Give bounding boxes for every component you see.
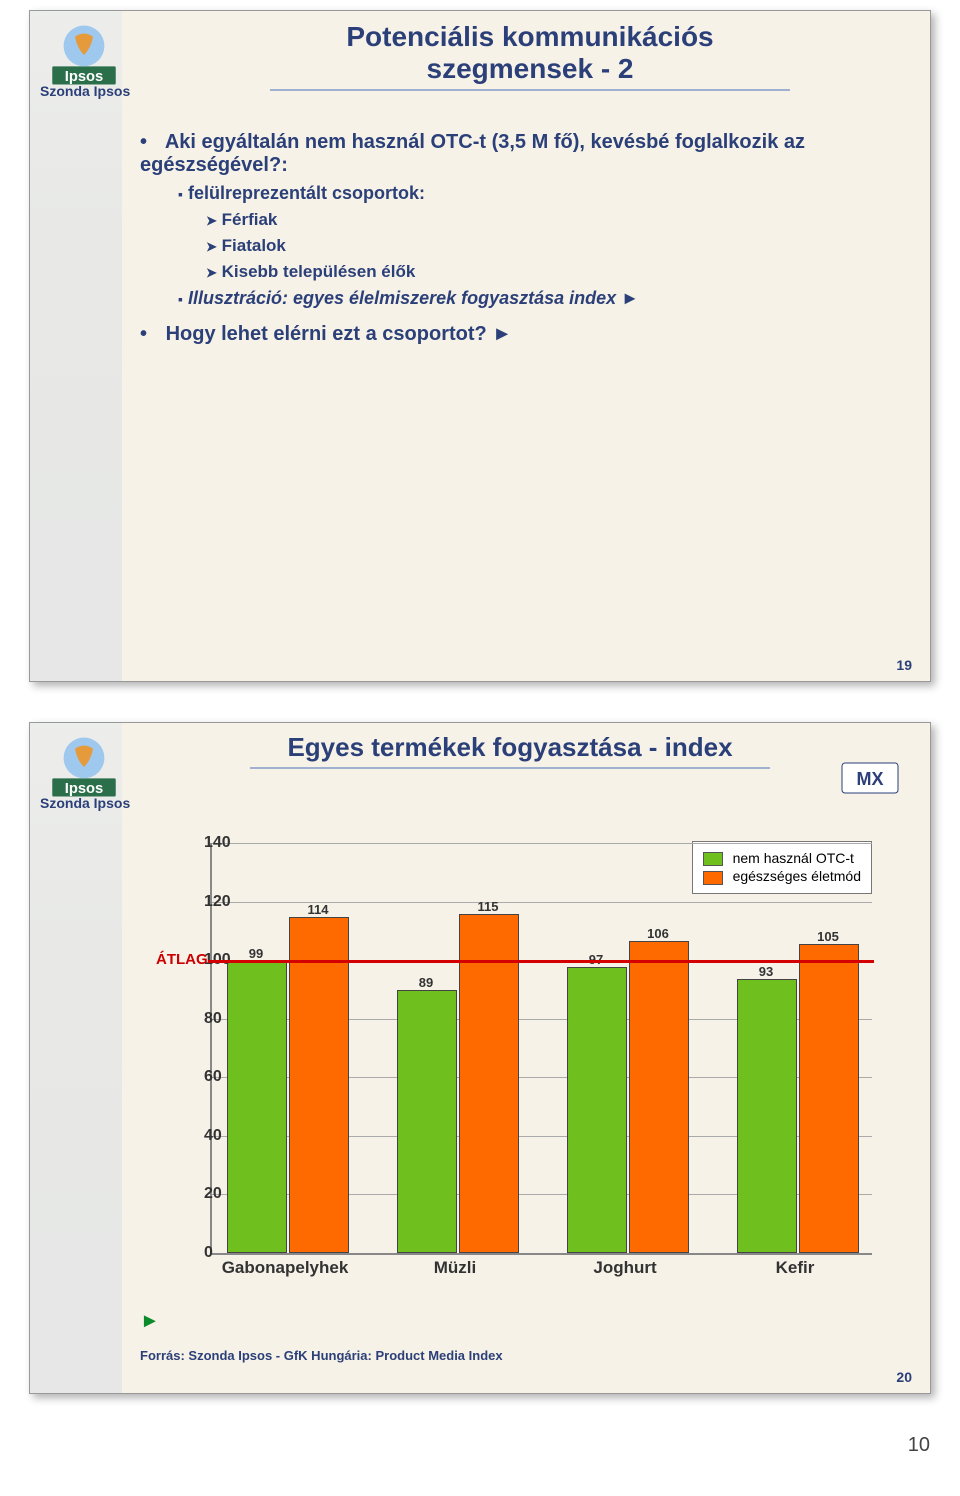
slide-number: 19 [896, 657, 912, 673]
bullet-main: • Aki egyáltalán nem használ OTC-t (3,5 … [140, 131, 900, 177]
chart-bar [799, 944, 859, 1254]
chart-bar [459, 914, 519, 1253]
bullet-main-text: Aki egyáltalán nem használ OTC-t (3,5 M … [140, 131, 805, 176]
bullet-block: • Aki egyáltalán nem használ OTC-t (3,5 … [140, 131, 900, 352]
legend-swatch-1 [703, 852, 723, 866]
bullet-q-text: Hogy lehet elérni ezt a csoportot? ► [166, 323, 513, 345]
title-line-1: Potenciális kommunikációs [270, 21, 790, 53]
chart-bar [289, 917, 349, 1253]
sub-intro-text: felülreprezentált csoportok: [188, 183, 425, 203]
sub-illus: ▪ Illusztráció: egyes élelmiszerek fogya… [178, 288, 900, 309]
mx-logo: MX [840, 757, 900, 805]
bar-value-label: 93 [759, 964, 773, 979]
chart-bar [227, 961, 287, 1253]
bullet-square-icon: • [140, 323, 160, 346]
chart-bar [567, 967, 627, 1253]
page-footer: 10 [30, 1434, 930, 1457]
bullet-square-icon: • [140, 131, 160, 154]
gridline [212, 843, 872, 844]
chart-plot: nem használ OTC-t egészséges életmód 99 1… [210, 843, 872, 1255]
x-category-label: Kefir [776, 1258, 815, 1278]
x-category-label: Müzli [434, 1258, 477, 1278]
title-underline [250, 767, 770, 769]
decoration-strip [30, 11, 122, 681]
bar-value-label: 106 [647, 926, 669, 941]
legend-item-2: egészséges életmód [703, 868, 861, 884]
slide-number: 20 [896, 1369, 912, 1385]
legend-swatch-2 [703, 871, 723, 885]
brand-label: Szonda Ipsos [40, 83, 130, 99]
atlag-label: ÁTLAG [156, 951, 208, 968]
sub-item: ➤ Fiatalok [206, 236, 900, 256]
bar-value-label: 99 [249, 946, 263, 961]
slide-title: Egyes termékek fogyasztása - index [250, 733, 770, 769]
svg-text:MX: MX [857, 769, 884, 789]
source-text: Forrás: Szonda Ipsos - GfK Hungária: Pro… [140, 1348, 503, 1363]
bar-value-label: 89 [419, 975, 433, 990]
page: Ipsos Szonda Ipsos Potenciális kommuniká… [0, 10, 960, 1457]
bullet-q: • Hogy lehet elérni ezt a csoportot? ► [140, 323, 900, 346]
sub-illus-text: Illusztráció: egyes élelmiszerek fogyasz… [188, 288, 639, 308]
x-category-label: Joghurt [593, 1258, 656, 1278]
legend-item-1: nem használ OTC-t [703, 850, 861, 866]
atlag-line [208, 960, 874, 963]
play-icon: ► [140, 1310, 160, 1333]
sub-intro: ▪ felülreprezentált csoportok: [178, 183, 900, 204]
legend: nem használ OTC-t egészséges életmód [692, 841, 872, 894]
title-underline [270, 89, 790, 91]
slide-title: Potenciális kommunikációs szegmensek - 2 [270, 21, 790, 91]
slide-1: Ipsos Szonda Ipsos Potenciális kommuniká… [29, 10, 931, 682]
chart-bar [737, 979, 797, 1253]
sub-item: ➤ Férfiak [206, 210, 900, 230]
brand-label: Szonda Ipsos [40, 795, 130, 811]
chart-area: nem használ OTC-t egészséges életmód 99 1… [160, 843, 900, 1293]
decoration-strip [30, 723, 122, 1393]
bar-value-label: 114 [308, 902, 329, 917]
bar-value-label: 115 [478, 899, 499, 914]
chart-bar [397, 990, 457, 1253]
sub-item: ➤ Kisebb településen élők [206, 262, 900, 282]
legend-text-1: nem használ OTC-t [733, 850, 854, 866]
legend-text-2: egészséges életmód [733, 868, 861, 884]
bar-value-label: 105 [817, 929, 839, 944]
title-line-2: szegmensek - 2 [270, 53, 790, 85]
x-category-label: Gabonapelyhek [222, 1258, 349, 1278]
slide-2: Ipsos Szonda Ipsos Egyes termékek fogyas… [29, 722, 931, 1394]
title-text: Egyes termékek fogyasztása - index [250, 733, 770, 763]
ipsos-logo: Ipsos [50, 21, 118, 89]
chart-bar [629, 941, 689, 1253]
ipsos-logo: Ipsos [50, 733, 118, 801]
